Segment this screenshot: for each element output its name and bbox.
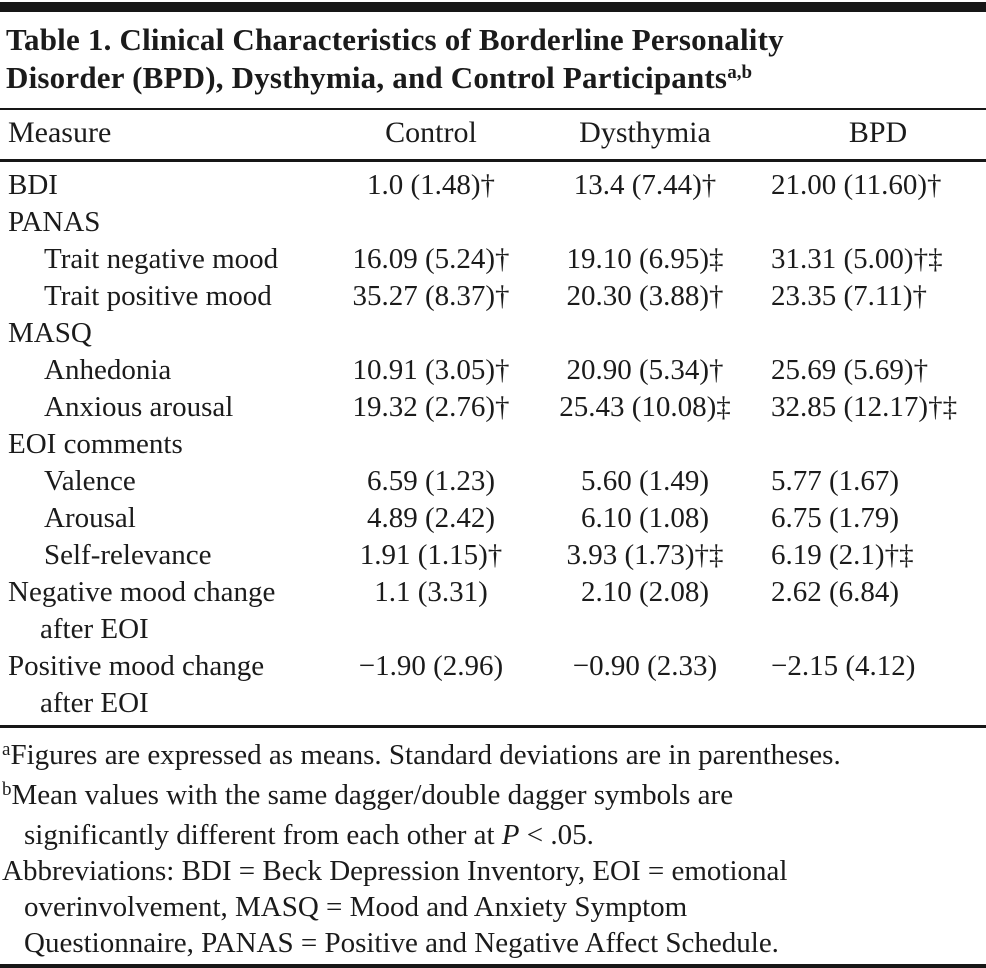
footnote-b-line2: significantly different from each other …: [2, 817, 982, 853]
row-label: Anhedonia: [44, 354, 172, 386]
cell-control: 1.1 (3.31): [374, 576, 488, 608]
row-label: Negative mood change after EOI: [0, 574, 342, 648]
cell-dysthymia: 2.10 (2.08): [580, 576, 710, 608]
cell-control: [342, 315, 520, 352]
footnote-b-text1: Mean values with the same dagger/double …: [11, 779, 734, 811]
cell-bpd: 6.75 (1.79): [771, 502, 900, 534]
row-label-line1: Negative mood change: [8, 576, 276, 608]
table-row-arousal: Arousal 4.89 (2.42) 6.10 (1.08) 6.75 (1.…: [0, 500, 986, 537]
cell-control: 1.0 (1.48)†: [366, 169, 496, 201]
row-label: Anxious arousal: [44, 391, 234, 423]
footnote-b-marker: b: [2, 779, 12, 800]
cell-bpd: 25.69 (5.69)†: [771, 354, 929, 386]
table-footnotes: aFigures are expressed as means. Standar…: [0, 728, 986, 961]
row-label: Arousal: [44, 502, 136, 534]
column-header-bpd: BPD: [770, 109, 986, 162]
table-title-line1: Table 1. Clinical Characteristics of Bor…: [6, 22, 784, 57]
cell-bpd: 5.77 (1.67): [771, 465, 900, 497]
cell-dysthymia: −0.90 (2.33): [572, 650, 718, 682]
abbreviations-line2: overinvolvement, MASQ = Mood and Anxiety…: [24, 891, 688, 923]
section-label: MASQ: [8, 317, 92, 349]
row-label: Positive mood change after EOI: [0, 648, 342, 727]
row-label: Trait positive mood: [44, 280, 272, 312]
cell-dysthymia: 13.4 (7.44)†: [573, 169, 717, 201]
table-row-positive-mood-change: Positive mood change after EOI −1.90 (2.…: [0, 648, 986, 727]
table-row-anxious-arousal: Anxious arousal 19.32 (2.76)† 25.43 (10.…: [0, 389, 986, 426]
section-label: EOI comments: [8, 428, 183, 460]
cell-bpd: [770, 204, 986, 241]
footnote-b-line1: bMean values with the same dagger/double…: [2, 777, 982, 817]
cell-dysthymia: [520, 426, 770, 463]
cell-dysthymia: 3.93 (1.73)†‡: [566, 539, 724, 571]
footnote-b-text2-post: < .05.: [519, 819, 594, 851]
footnote-a-text: Figures are expressed as means. Standard…: [10, 739, 841, 771]
footnote-b-text2-pre: significantly different from each other …: [24, 819, 502, 851]
cell-dysthymia: 5.60 (1.49): [580, 465, 710, 497]
cell-dysthymia: 20.30 (3.88)†: [566, 280, 724, 312]
cell-control: [342, 426, 520, 463]
row-label-line1: Positive mood change: [8, 650, 265, 682]
cell-control: −1.90 (2.96): [358, 650, 504, 682]
table-title-line2: Disorder (BPD), Dysthymia, and Control P…: [6, 60, 753, 95]
footnote-a-marker: a: [2, 739, 11, 760]
table-row-valence: Valence 6.59 (1.23) 5.60 (1.49) 5.77 (1.…: [0, 463, 986, 500]
row-label: Valence: [44, 465, 136, 497]
cell-bpd: [770, 315, 986, 352]
table-row-bdi: BDI 1.0 (1.48)† 13.4 (7.44)† 21.00 (11.6…: [0, 161, 986, 205]
table-row-trait-positive-mood: Trait positive mood 35.27 (8.37)† 20.30 …: [0, 278, 986, 315]
cell-dysthymia: 20.90 (5.34)†: [566, 354, 724, 386]
header-row: Measure Control Dysthymia BPD: [0, 109, 986, 162]
table-row-anhedonia: Anhedonia 10.91 (3.05)† 20.90 (5.34)† 25…: [0, 352, 986, 389]
table-section-panas: PANAS: [0, 204, 986, 241]
cell-dysthymia: 25.43 (10.08)‡: [559, 391, 731, 423]
cell-bpd: 31.31 (5.00)†‡: [771, 243, 943, 275]
cell-bpd: 6.19 (2.1)†‡: [771, 539, 914, 571]
table-row-self-relevance: Self-relevance 1.91 (1.15)† 3.93 (1.73)†…: [0, 537, 986, 574]
column-header-control: Control: [342, 109, 520, 162]
column-header-measure: Measure: [0, 109, 342, 162]
cell-control: 1.91 (1.15)†: [359, 539, 503, 571]
top-rule: [0, 2, 986, 12]
cell-bpd: 32.85 (12.17)†‡: [771, 391, 958, 423]
table-row-trait-negative-mood: Trait negative mood 16.09 (5.24)† 19.10 …: [0, 241, 986, 278]
row-label: BDI: [8, 169, 58, 201]
abbreviations-line3: Questionnaire, PANAS = Positive and Nega…: [24, 927, 779, 959]
cell-dysthymia: [520, 315, 770, 352]
cell-dysthymia: 6.10 (1.08): [580, 502, 710, 534]
bottom-rule: [0, 964, 986, 968]
cell-bpd: −2.15 (4.12): [771, 650, 916, 682]
clinical-characteristics-table: Measure Control Dysthymia BPD BDI 1.0 (1…: [0, 108, 986, 728]
abbreviations-line1: Abbreviations: BDI = Beck Depression Inv…: [2, 855, 788, 887]
cell-control: 6.59 (1.23): [366, 465, 496, 497]
cell-dysthymia: 19.10 (6.95)‡: [566, 243, 724, 275]
column-header-dysthymia: Dysthymia: [520, 109, 770, 162]
cell-bpd: 2.62 (6.84): [771, 576, 900, 608]
row-label-line2: after EOI: [40, 687, 149, 719]
footnote-b-p-italic: P: [501, 819, 520, 851]
row-label: Self-relevance: [44, 539, 212, 571]
cell-dysthymia: [520, 204, 770, 241]
cell-control: [342, 204, 520, 241]
row-label-line2: after EOI: [40, 613, 149, 645]
cell-control: 35.27 (8.37)†: [352, 280, 510, 312]
title-footnote-superscript: a,b: [727, 62, 753, 83]
section-label: PANAS: [8, 206, 101, 238]
cell-control: 4.89 (2.42): [366, 502, 496, 534]
cell-control: 19.32 (2.76)†: [352, 391, 510, 423]
cell-bpd: [770, 426, 986, 463]
row-label: Trait negative mood: [44, 243, 279, 275]
cell-bpd: 23.35 (7.11)†: [771, 280, 927, 312]
cell-bpd: 21.00 (11.60)†: [771, 169, 942, 201]
footnote-a: aFigures are expressed as means. Standar…: [2, 737, 982, 777]
cell-control: 16.09 (5.24)†: [352, 243, 510, 275]
table-section-eoi-comments: EOI comments: [0, 426, 986, 463]
table-section-masq: MASQ: [0, 315, 986, 352]
table-row-negative-mood-change: Negative mood change after EOI 1.1 (3.31…: [0, 574, 986, 648]
cell-control: 10.91 (3.05)†: [352, 354, 510, 386]
table-title: Table 1. Clinical Characteristics of Bor…: [0, 12, 986, 108]
